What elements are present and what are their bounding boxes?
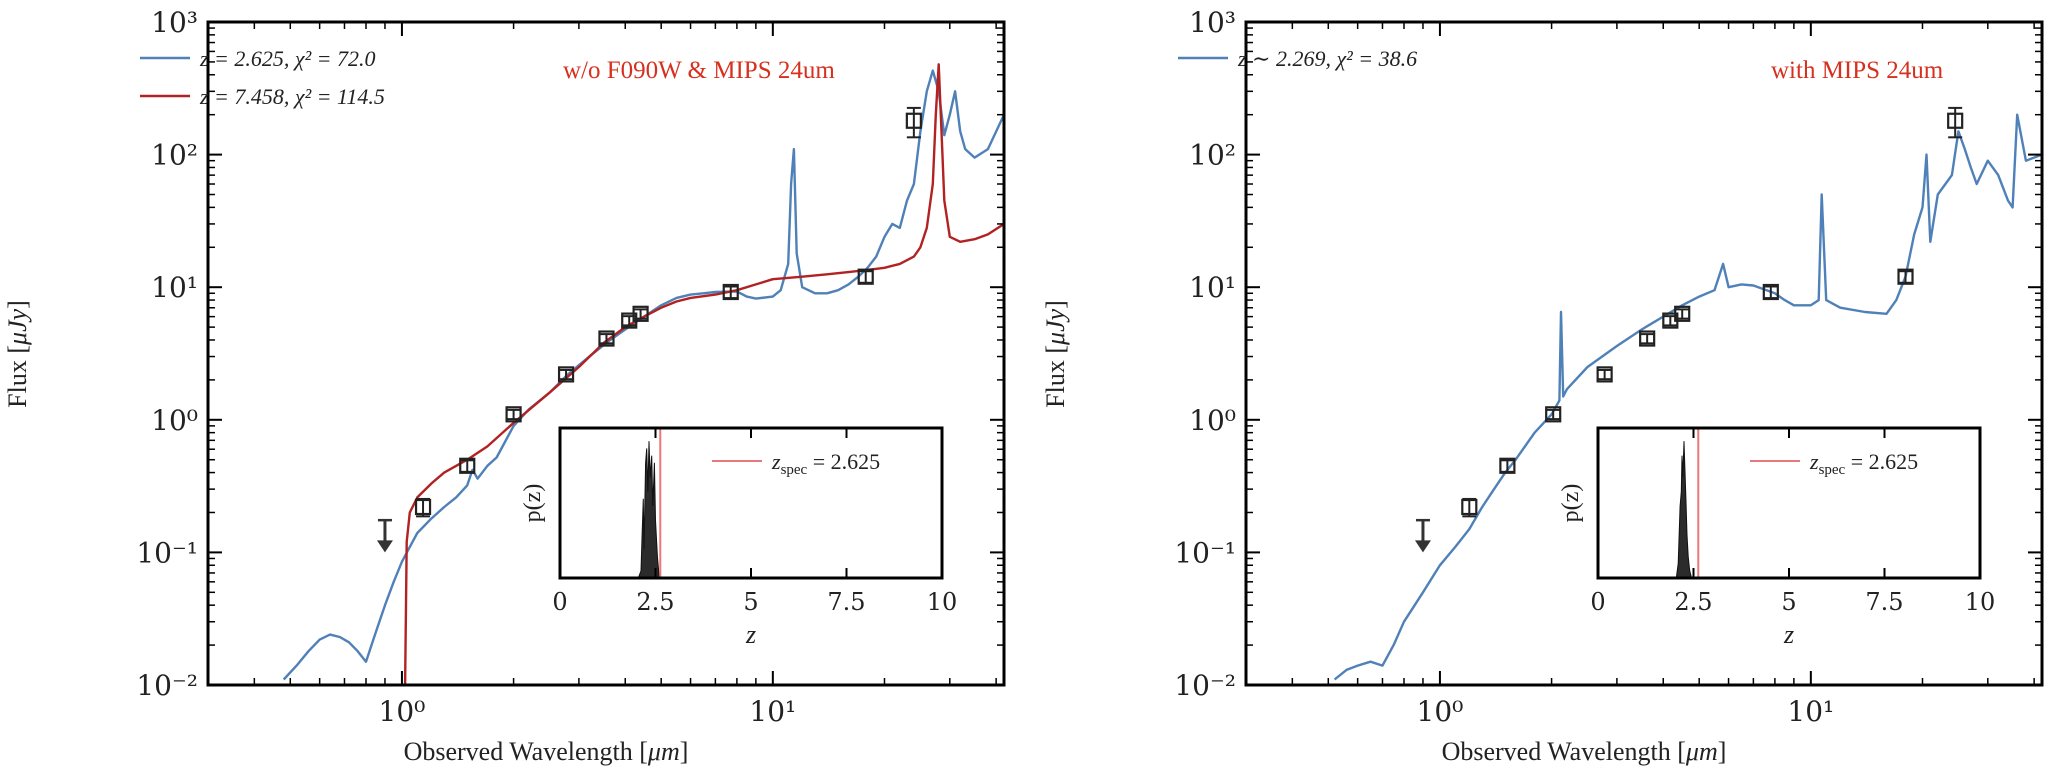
photometry-point [1897, 268, 1914, 285]
photometry-point [459, 457, 476, 474]
annotation-left: w/o F090W & MIPS 24um [563, 57, 835, 84]
y-tick-label: 10⁻¹ [136, 536, 198, 569]
x-axis-label-left: Observed Wavelength [μm] [404, 737, 689, 766]
legend-label-red-left: z = 7.458, χ² = 114.5 [199, 84, 385, 109]
y-tick-label: 10³ [151, 6, 198, 39]
photometry-point [1947, 106, 1964, 139]
y-tick-label: 10¹ [151, 271, 198, 304]
inset-x-tick-label: 10 [1965, 588, 1996, 616]
upper-limit-arrow [1414, 518, 1431, 553]
pz-distribution [1675, 441, 1693, 579]
inset-background-left [560, 428, 942, 578]
inset-left: 0 2.5 5 7.5 10 z p(z) zspec = 2.625 [520, 426, 957, 649]
ticks-right: 10⁻² 10⁻¹ 10⁰ 10¹ 10² 10³ 10⁰ 10¹ [1174, 6, 2042, 728]
inset-ylabel-left: p(z) [520, 484, 546, 523]
photometry-point [857, 268, 874, 285]
photometry-point [598, 330, 615, 347]
upper-limit-arrow [376, 518, 393, 553]
photometry-point [1596, 366, 1613, 383]
inset-ylabel-right: p(z) [1558, 484, 1584, 523]
inset-legend-label-left: zspec = 2.625 [771, 449, 880, 478]
photometry-point [1545, 406, 1562, 423]
photometry-point [1674, 305, 1691, 322]
axes-frame-left [206, 20, 1006, 687]
inset-plot-left [637, 428, 662, 579]
series-line-1-left [403, 63, 1004, 685]
x-axis-label-right: Observed Wavelength [μm] [1442, 737, 1727, 766]
inset-x-tick-label: 2.5 [636, 588, 674, 616]
y-tick-label: 10¹ [1189, 271, 1236, 304]
pz-distribution [637, 441, 660, 579]
photometry-point [505, 406, 522, 423]
photometry-point [1461, 497, 1478, 518]
inset-right: 0 2.5 5 7.5 10 z p(z) zspec = 2.625 [1558, 426, 1995, 649]
legend-label-blue-left: z = 2.625, χ² = 72.0 [199, 46, 376, 71]
legend-right: z ∼ 2.269, χ² = 38.6 [1178, 46, 1417, 71]
y-axis-label-left: Flux [μJy] [3, 300, 32, 408]
photometry-point [557, 366, 575, 383]
inset-x-tick-label: 2.5 [1674, 588, 1712, 616]
inset-x-tick-label: 7.5 [1865, 588, 1903, 616]
x-tick-label: 10¹ [749, 695, 796, 728]
inset-x-tick-label: 0 [1590, 588, 1605, 616]
inset-xlabel-left: z [745, 620, 756, 649]
inset-ticks-right: 0 2.5 5 7.5 10 [1590, 428, 1995, 616]
y-tick-label: 10² [151, 139, 198, 172]
inset-x-tick-label: 10 [927, 588, 958, 616]
y-tick-label: 10⁻¹ [1174, 536, 1236, 569]
series-line-0-left [282, 69, 1004, 681]
legend-label-blue-right: z ∼ 2.269, χ² = 38.6 [1237, 46, 1417, 71]
inset-plot-right [1675, 428, 1700, 579]
photometry-point [414, 497, 432, 518]
axes-frame-right [1244, 20, 2044, 687]
inset-legend-label-right: zspec = 2.625 [1809, 449, 1918, 478]
series-line-0-right [1333, 113, 2042, 681]
plot-area-right [1333, 106, 2042, 681]
x-tick-label: 10⁰ [1417, 695, 1464, 728]
y-tick-label: 10⁰ [1189, 404, 1236, 437]
inset-x-tick-label: 5 [743, 588, 758, 616]
inset-x-tick-label: 7.5 [827, 588, 865, 616]
x-tick-label: 10¹ [1787, 695, 1834, 728]
annotation-right: with MIPS 24um [1771, 57, 1944, 84]
inset-x-tick-label: 0 [552, 588, 567, 616]
inset-ticks-left: 0 2.5 5 7.5 10 [552, 428, 957, 616]
photometry-point [1762, 283, 1779, 301]
photometry-point [905, 106, 922, 139]
y-tick-label: 10³ [1189, 6, 1236, 39]
inset-background-right [1598, 428, 1980, 578]
plot-area-left [282, 63, 1004, 685]
legend-left: z = 2.625, χ² = 72.0 z = 7.458, χ² = 114… [140, 46, 385, 109]
photometry-point [1639, 330, 1656, 347]
y-axis-label-right: Flux [μJy] [1041, 300, 1070, 408]
photometry-point [1499, 457, 1516, 474]
x-tick-label: 10⁰ [379, 695, 426, 728]
panel-right: 10⁻² 10⁻¹ 10⁰ 10¹ 10² 10³ 10⁰ 10¹ with MIPS 24u… [1041, 6, 2044, 766]
y-tick-label: 10⁰ [151, 404, 198, 437]
photometry-point [722, 283, 739, 301]
y-tick-label: 10² [1189, 139, 1236, 172]
y-tick-label: 10⁻² [1174, 669, 1236, 702]
panel-left: 10⁻² 10⁻¹ 10⁰ 10¹ 10² 10³ 10⁰ 10¹ w/o F090W & M… [3, 6, 1006, 766]
inset-x-tick-label: 5 [1781, 588, 1796, 616]
ticks-left: 10⁻² 10⁻¹ 10⁰ 10¹ 10² 10³ 10⁰ 10¹ [136, 6, 1004, 728]
inset-xlabel-right: z [1783, 620, 1794, 649]
photometry-point [632, 305, 649, 322]
y-tick-label: 10⁻² [136, 669, 198, 702]
